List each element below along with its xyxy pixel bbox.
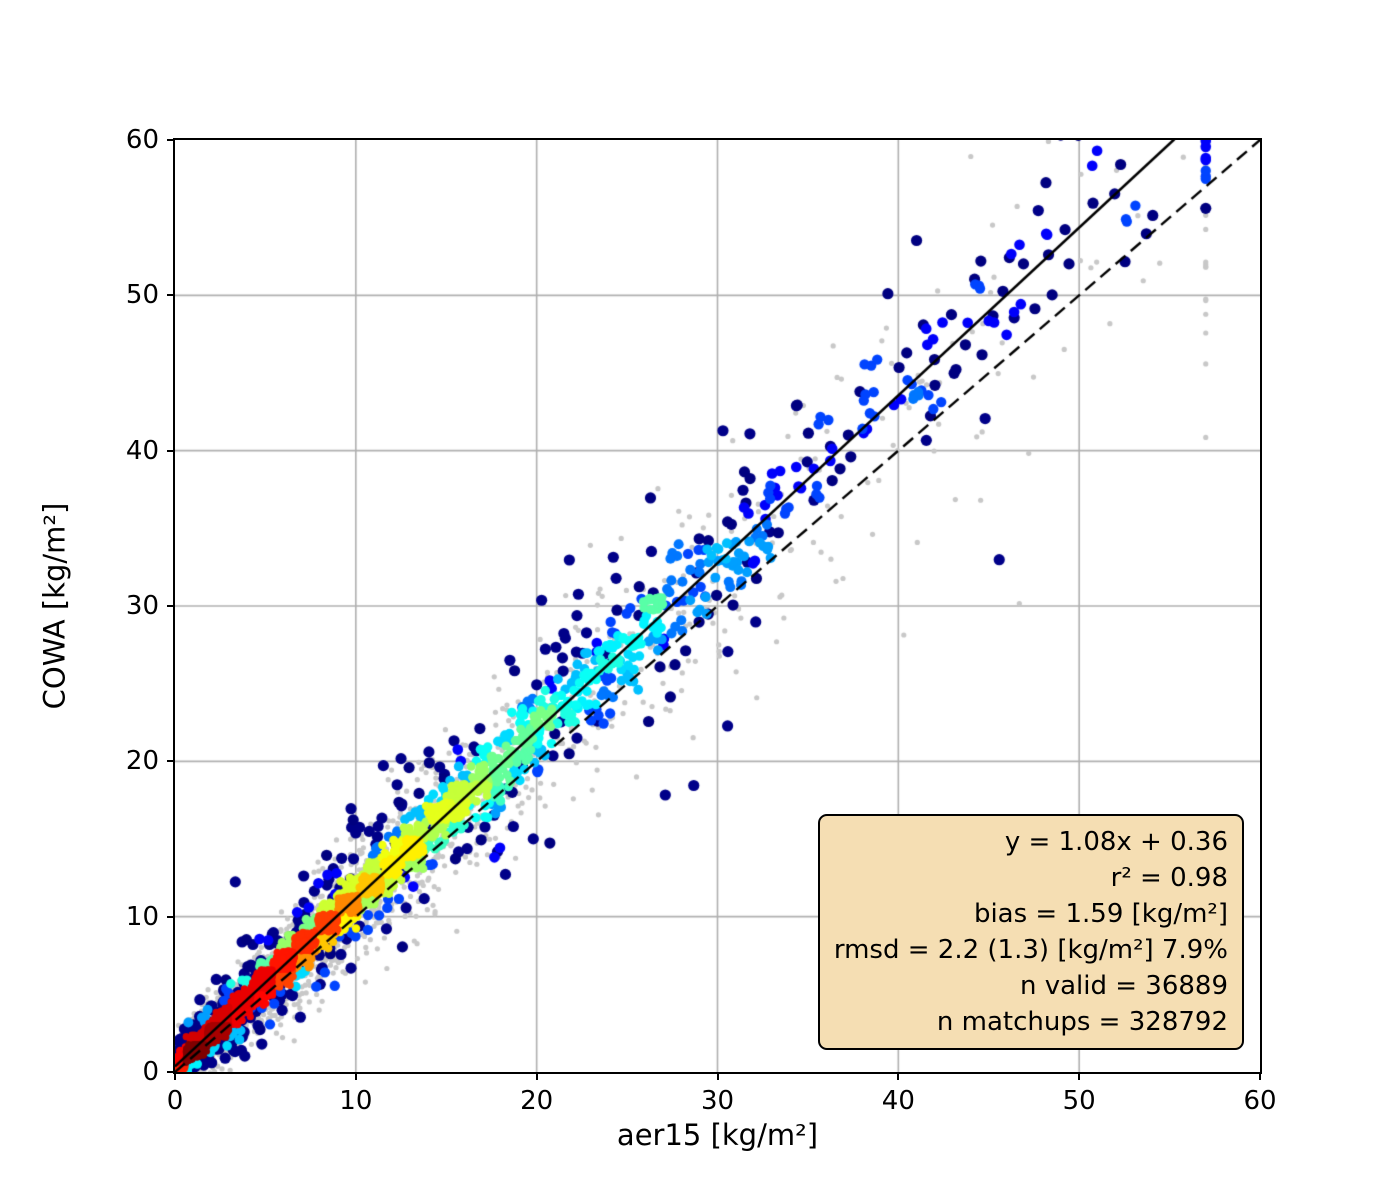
stats-annotation-box: y = 1.08x + 0.36 r² = 0.98 bias = 1.59 […: [817, 814, 1244, 1050]
y-axis-label: COWA [kg/m²]: [37, 502, 72, 710]
y-axis-tick-label: 20: [125, 746, 159, 777]
y-axis-tick-label: 40: [125, 435, 159, 466]
x-axis-tick-label: 50: [1062, 1086, 1096, 1116]
y-axis-tick-label: 0: [142, 1057, 159, 1087]
stats-line-nvalid: n valid = 36889: [1019, 971, 1228, 1001]
x-axis-tick: [897, 1072, 900, 1080]
y-axis-tick-label: 50: [125, 280, 159, 311]
y-axis-tick: [167, 760, 175, 763]
x-axis-tick: [716, 1072, 719, 1080]
y-axis-tick-label: 10: [125, 901, 159, 932]
y-axis-tick: [167, 294, 175, 297]
stats-line-r2: r² = 0.98: [1110, 863, 1228, 893]
y-axis-tick: [167, 605, 175, 607]
x-axis-tick-label: 40: [881, 1086, 915, 1116]
stats-line-rmsd: rmsd = 2.2 (1.3) [kg/m²] 7.9%: [833, 935, 1228, 965]
x-axis-tick-label: 20: [520, 1086, 554, 1116]
x-axis-tick: [174, 1072, 176, 1080]
y-axis-tick: [167, 449, 175, 452]
x-axis-tick: [1259, 1072, 1261, 1080]
y-axis-tick-label: 60: [125, 125, 159, 155]
plot-area: y = 1.08x + 0.36 r² = 0.98 bias = 1.59 […: [173, 138, 1262, 1074]
x-axis-label: aer15 [kg/m²]: [616, 1118, 819, 1152]
y-axis-tick-label: 30: [125, 591, 159, 621]
stats-line-bias: bias = 1.59 [kg/m²]: [973, 899, 1228, 929]
x-axis-tick: [535, 1072, 538, 1080]
x-axis-tick: [354, 1072, 357, 1080]
stats-line-equation: y = 1.08x + 0.36: [1004, 827, 1228, 857]
stats-line-nmatchups: n matchups = 328792: [936, 1007, 1228, 1037]
x-axis-tick-label: 10: [339, 1086, 373, 1116]
x-axis-tick-label: 60: [1243, 1086, 1277, 1116]
x-axis-tick-label: 30: [700, 1086, 735, 1116]
x-axis-tick-label: 0: [166, 1086, 184, 1116]
y-axis-label-wrap: COWA [kg/m²]: [30, 140, 78, 1072]
y-axis-tick: [167, 915, 175, 918]
x-axis-tick: [1078, 1072, 1081, 1080]
y-axis-tick: [167, 139, 175, 141]
y-axis-tick: [167, 1071, 175, 1073]
